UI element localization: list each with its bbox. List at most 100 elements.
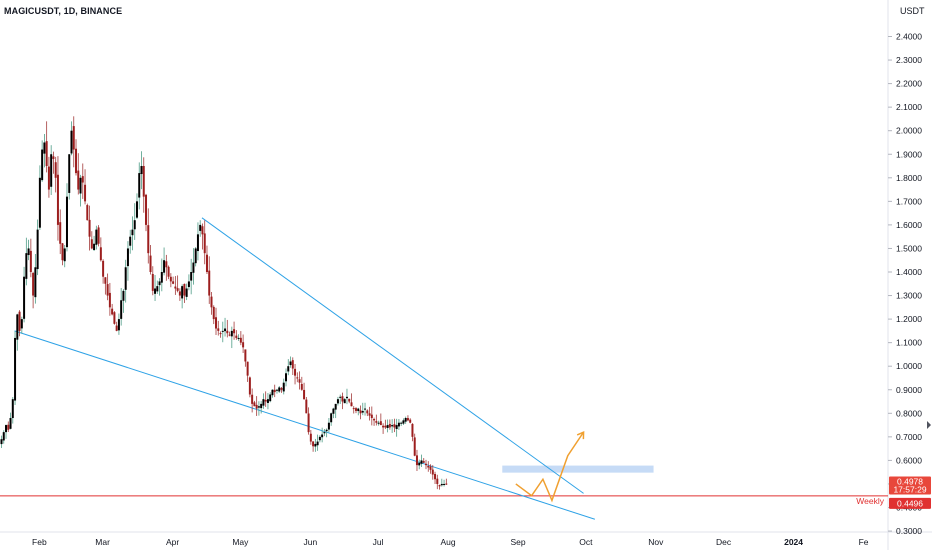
candle-body — [194, 248, 197, 264]
support-zone — [502, 465, 654, 473]
x-tick-label: Aug — [441, 537, 456, 547]
x-tick-label: Jul — [373, 537, 384, 547]
candle-body — [230, 330, 233, 337]
candle-body — [420, 460, 423, 464]
x-tick-label: Dec — [716, 537, 732, 547]
candle-body — [260, 403, 263, 409]
candle-body — [350, 402, 353, 407]
candle-body — [154, 288, 157, 294]
candle-body — [275, 389, 278, 391]
candle-body — [167, 266, 170, 277]
candle-body — [133, 220, 136, 230]
candle-body — [251, 394, 254, 404]
y-tick-label: 1.0000 — [896, 361, 922, 371]
candle-body — [29, 250, 32, 272]
candle-body — [20, 319, 23, 329]
candle-body — [266, 399, 269, 403]
y-tick-label: 2.3000 — [896, 55, 922, 65]
candle-body — [52, 156, 55, 159]
candle-body — [104, 277, 107, 284]
candle-body — [282, 382, 285, 392]
candle-body — [81, 176, 84, 183]
y-tick-label: 1.3000 — [896, 291, 922, 301]
candle-body — [239, 337, 242, 343]
candle-body — [36, 229, 39, 270]
y-tick-label: 2.0000 — [896, 126, 922, 136]
candle-body — [160, 272, 163, 283]
scale-handle-icon[interactable] — [927, 421, 931, 429]
candle-body — [242, 342, 245, 348]
candle-body — [111, 308, 114, 315]
candle-body — [117, 319, 120, 331]
candle-body — [205, 254, 208, 272]
candle-body — [255, 404, 258, 409]
candle-body — [108, 292, 111, 308]
candle-body — [75, 148, 78, 174]
y-tick-label: 1.6000 — [896, 220, 922, 230]
projection-path — [515, 431, 585, 503]
candle-body — [79, 177, 82, 194]
candle-body — [321, 434, 324, 438]
candle-body — [50, 154, 53, 187]
candle-body — [438, 485, 441, 487]
candle-body — [169, 276, 172, 282]
candle-body — [366, 410, 369, 414]
candle-body — [434, 473, 437, 480]
candle-body — [285, 373, 288, 382]
candle-body — [199, 224, 202, 231]
candle-body — [418, 462, 421, 466]
y-tick-label: 1.2000 — [896, 314, 922, 324]
candle-body — [187, 281, 190, 288]
y-tick-label: 2.4000 — [896, 32, 922, 42]
candle-body — [228, 334, 231, 336]
candle-body — [318, 436, 321, 441]
candle-body — [95, 229, 98, 245]
candle-body — [149, 255, 152, 272]
candle-body — [427, 465, 430, 468]
candle-body — [27, 248, 30, 256]
candle-body — [201, 226, 204, 235]
candle-body — [210, 296, 213, 308]
candle-body — [334, 403, 337, 410]
candle-body — [400, 422, 403, 424]
candle-body — [65, 196, 68, 248]
candle-body — [215, 317, 218, 329]
wedge-lower-trendline — [14, 330, 596, 520]
candle-body — [129, 236, 132, 246]
candle-body — [59, 222, 62, 244]
candle-body — [404, 418, 407, 422]
candle-body — [361, 410, 364, 413]
candle-body — [422, 461, 425, 463]
candle-body — [41, 149, 44, 181]
candle-body — [84, 184, 87, 202]
candle-body — [341, 396, 344, 402]
candle-body — [359, 410, 362, 414]
candle-body — [345, 396, 348, 399]
y-tick-label: 1.8000 — [896, 173, 922, 183]
candle-body — [224, 328, 227, 332]
countdown-label: 17:57:29 — [893, 484, 926, 494]
candle-body — [32, 272, 35, 296]
candle-body — [425, 463, 428, 466]
candle-body — [106, 284, 109, 296]
candle-body — [88, 219, 91, 237]
candle-body — [226, 330, 229, 334]
candle-body — [357, 408, 360, 412]
candle-body — [332, 408, 335, 414]
candle-body — [323, 432, 326, 434]
candle-body — [131, 229, 134, 236]
candle-body — [312, 441, 315, 447]
weekly-price-label: 0.4496 — [897, 498, 923, 508]
y-tick-label: 0.9000 — [896, 385, 922, 395]
candle-body — [352, 408, 355, 410]
projection-arrowhead — [576, 430, 585, 440]
y-tick-label: 1.5000 — [896, 243, 922, 253]
y-tick-label: 2.1000 — [896, 102, 922, 112]
candle-body — [68, 154, 71, 193]
candle-body — [25, 253, 28, 279]
y-tick-label: 0.7000 — [896, 432, 922, 442]
candle-body — [300, 383, 303, 390]
candle-body — [348, 398, 351, 402]
candle-body — [102, 260, 105, 277]
